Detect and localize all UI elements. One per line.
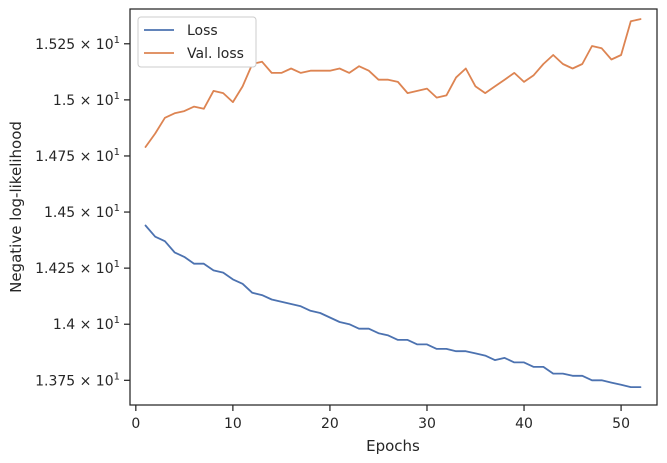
plot-area [129, 8, 658, 406]
axes-frame [129, 8, 658, 406]
x-axis: 0 10 20 30 40 50 [131, 405, 630, 432]
x-tick-label: 20 [321, 416, 339, 432]
y-axis: 1.375 × 101 1.4 × 101 1.425 × 101 1.45 × 10… [35, 35, 130, 389]
series-line-1 [144, 18, 642, 148]
legend: Loss Val. loss [137, 16, 257, 68]
y-tick-label: 1.475 × 101 [35, 147, 120, 165]
y-tick-label: 1.5 × 101 [53, 91, 120, 109]
y-tick-label: 1.425 × 101 [35, 259, 120, 277]
y-axis-label: Negative log-likelihood [7, 121, 25, 293]
y-tick-label: 1.375 × 101 [35, 371, 120, 389]
legend-label: Val. loss [187, 46, 244, 62]
series-line-0 [144, 224, 642, 389]
x-tick-label: 0 [131, 416, 140, 432]
x-tick-label: 50 [612, 416, 630, 432]
y-tick-label: 1.4 × 101 [53, 315, 120, 333]
x-tick-label: 40 [515, 416, 533, 432]
y-tick-label: 1.45 × 101 [44, 203, 120, 221]
legend-label: Loss [187, 23, 218, 39]
x-tick-label: 30 [418, 416, 436, 432]
x-tick-label: 10 [224, 416, 242, 432]
x-axis-label: Epochs [366, 437, 420, 455]
y-tick-label: 1.525 × 101 [35, 35, 120, 53]
